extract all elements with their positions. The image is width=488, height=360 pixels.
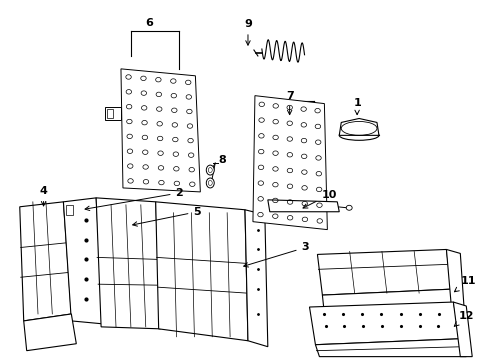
Polygon shape bbox=[244, 210, 267, 347]
Polygon shape bbox=[309, 302, 459, 345]
Ellipse shape bbox=[206, 165, 214, 175]
Text: 2: 2 bbox=[85, 188, 183, 211]
Polygon shape bbox=[452, 302, 471, 357]
Polygon shape bbox=[317, 249, 450, 295]
Polygon shape bbox=[105, 107, 121, 121]
Polygon shape bbox=[252, 96, 326, 230]
Polygon shape bbox=[322, 289, 452, 314]
Polygon shape bbox=[24, 314, 76, 351]
Polygon shape bbox=[63, 198, 103, 324]
Ellipse shape bbox=[339, 130, 378, 140]
Text: 8: 8 bbox=[218, 155, 225, 165]
Polygon shape bbox=[315, 339, 466, 357]
Polygon shape bbox=[96, 198, 161, 329]
Text: 1: 1 bbox=[352, 98, 360, 114]
Text: 5: 5 bbox=[132, 207, 201, 226]
Text: 3: 3 bbox=[243, 243, 308, 267]
Polygon shape bbox=[339, 118, 378, 135]
Text: 4: 4 bbox=[40, 186, 47, 206]
Polygon shape bbox=[267, 200, 339, 212]
Ellipse shape bbox=[346, 205, 351, 210]
Text: 10: 10 bbox=[303, 190, 336, 208]
Text: 12: 12 bbox=[453, 311, 473, 326]
Polygon shape bbox=[446, 249, 463, 311]
Ellipse shape bbox=[206, 178, 214, 188]
Text: 6: 6 bbox=[144, 18, 152, 28]
Text: 9: 9 bbox=[244, 19, 251, 45]
Text: 7: 7 bbox=[285, 91, 293, 114]
Polygon shape bbox=[20, 202, 71, 321]
Polygon shape bbox=[121, 69, 200, 192]
Polygon shape bbox=[155, 202, 247, 341]
Text: 11: 11 bbox=[453, 276, 475, 292]
